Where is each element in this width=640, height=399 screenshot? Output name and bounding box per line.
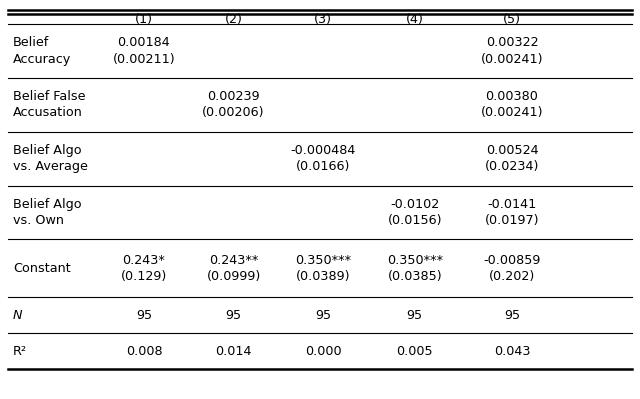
Text: 0.00184
(0.00211): 0.00184 (0.00211): [113, 36, 175, 65]
Text: 95: 95: [225, 309, 242, 322]
Text: 0.00380
(0.00241): 0.00380 (0.00241): [481, 90, 543, 119]
Text: -0.00859
(0.202): -0.00859 (0.202): [483, 254, 541, 283]
Text: -0.000484
(0.0166): -0.000484 (0.0166): [291, 144, 356, 173]
Text: Constant: Constant: [13, 262, 70, 275]
Text: (5): (5): [503, 13, 521, 26]
Text: N: N: [13, 309, 22, 322]
Text: -0.0141
(0.0197): -0.0141 (0.0197): [484, 198, 540, 227]
Text: 0.243**
(0.0999): 0.243** (0.0999): [207, 254, 260, 283]
Text: 95: 95: [504, 309, 520, 322]
Text: 0.043: 0.043: [493, 345, 531, 358]
Text: 0.005: 0.005: [396, 345, 433, 358]
Text: R²: R²: [13, 345, 27, 358]
Text: (3): (3): [314, 13, 332, 26]
Text: (2): (2): [225, 13, 243, 26]
Text: 0.014: 0.014: [215, 345, 252, 358]
Text: (4): (4): [406, 13, 424, 26]
Text: 0.008: 0.008: [125, 345, 163, 358]
Text: 0.00322
(0.00241): 0.00322 (0.00241): [481, 36, 543, 65]
Text: 0.350***
(0.0389): 0.350*** (0.0389): [295, 254, 351, 283]
Text: Belief Algo
vs. Average: Belief Algo vs. Average: [13, 144, 88, 173]
Text: (1): (1): [135, 13, 153, 26]
Text: Belief Algo
vs. Own: Belief Algo vs. Own: [13, 198, 81, 227]
Text: 95: 95: [315, 309, 332, 322]
Text: 0.00524
(0.0234): 0.00524 (0.0234): [485, 144, 539, 173]
Text: 95: 95: [406, 309, 423, 322]
Text: -0.0102
(0.0156): -0.0102 (0.0156): [387, 198, 442, 227]
Text: 0.000: 0.000: [305, 345, 342, 358]
Text: Belief
Accuracy: Belief Accuracy: [13, 36, 71, 65]
Text: Belief False
Accusation: Belief False Accusation: [13, 90, 85, 119]
Text: 0.350***
(0.0385): 0.350*** (0.0385): [387, 254, 443, 283]
Text: 0.00239
(0.00206): 0.00239 (0.00206): [202, 90, 265, 119]
Text: 0.243*
(0.129): 0.243* (0.129): [121, 254, 167, 283]
Text: 95: 95: [136, 309, 152, 322]
